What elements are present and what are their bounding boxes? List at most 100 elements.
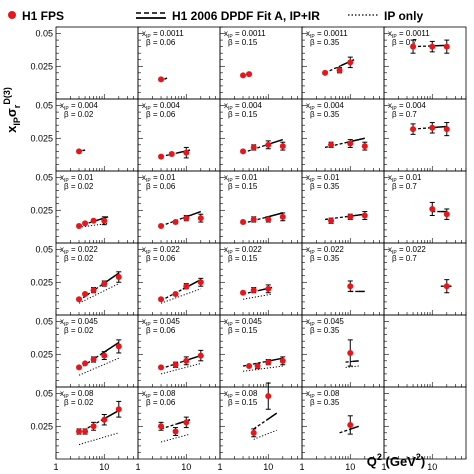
data-point <box>240 289 247 296</box>
ip-only-curve <box>78 432 119 446</box>
fit-curve-dashed <box>160 423 178 430</box>
panel-xip-label: xIP = 0.004 <box>306 101 344 112</box>
panel-xip-label: xIP = 0.01 <box>306 173 340 184</box>
data-point <box>429 205 436 212</box>
data-point <box>347 213 354 220</box>
panel-xip-label: xIP = 0.045 <box>142 317 180 328</box>
data-point <box>265 393 272 400</box>
data-point <box>429 124 436 131</box>
x-tick-label: 1 <box>135 462 140 472</box>
y-tick-label: 0.025 <box>30 421 53 431</box>
data-point <box>115 274 122 281</box>
panel-xip-label: xIP = 0.022 <box>224 245 262 256</box>
data-point <box>265 141 272 148</box>
panel-frame-r5-c4 <box>383 386 467 460</box>
panel-beta-label: β = 0.15 <box>228 254 258 263</box>
y-tick-label: 0.05 <box>35 173 53 183</box>
data-point <box>347 283 354 290</box>
data-point <box>115 406 122 413</box>
x-tick-label: 10 <box>345 462 355 472</box>
panel-beta-label: β = 0.35 <box>310 398 340 407</box>
panel-beta-label: β = 0.35 <box>310 254 340 263</box>
fit-curve-dashed <box>413 127 432 130</box>
data-point <box>183 283 190 290</box>
data-point <box>76 428 83 435</box>
panel-beta-label: β = 0.7 <box>392 110 417 119</box>
panel-xip-label: xIP = 0.01 <box>142 173 176 184</box>
panel-beta-label: β = 0.35 <box>310 182 340 191</box>
panel-beta-label: β = 0.15 <box>228 398 258 407</box>
ip-only-curve <box>160 288 201 304</box>
panel-xip-label: xIP = 0.004 <box>388 101 426 112</box>
panel-xip-label: xIP = 0.0011 <box>388 29 430 40</box>
data-point <box>101 352 108 359</box>
panel-xip-label: xIP = 0.08 <box>142 389 176 400</box>
legend-label-ip-only: IP only <box>384 9 423 23</box>
panel-beta-label: β = 0.7 <box>392 182 417 191</box>
panel-xip-label: xIP = 0.022 <box>60 245 98 256</box>
fit-curve-solid <box>94 216 109 222</box>
data-point <box>82 360 89 367</box>
ip-only-curve <box>78 222 109 228</box>
data-point <box>158 76 165 83</box>
data-point <box>410 43 417 50</box>
data-point <box>183 357 190 364</box>
data-point <box>90 287 97 294</box>
data-point <box>361 143 368 150</box>
data-point <box>101 217 108 224</box>
data-point <box>347 59 354 66</box>
panel-xip-label: xIP = 0.01 <box>60 173 94 184</box>
panel-xip-label: xIP = 0.01 <box>224 173 258 184</box>
fit-curve-dashed <box>345 360 353 363</box>
fit-curve-dashed <box>339 428 351 434</box>
data-point <box>279 143 286 150</box>
fit-curve-solid <box>265 412 278 421</box>
x-tick-label: 10 <box>99 462 109 472</box>
data-point <box>240 148 247 155</box>
panel-r2-c0: xIP = 0.01β = 0.02 <box>60 173 109 229</box>
fit-curve-solid <box>164 77 168 80</box>
panel-xip-label: xIP = 0.004 <box>142 101 180 112</box>
panel-r2-c2: xIP = 0.01β = 0.15 <box>224 173 286 226</box>
panel-beta-label: β = 0.15 <box>228 326 258 335</box>
y-title-sup-d3: D(3) <box>2 87 12 105</box>
panel-beta-label: β = 0.06 <box>146 398 176 407</box>
x-title-unit: (GeV <box>382 454 416 469</box>
panel-xip-label: xIP = 0.0011 <box>224 29 266 40</box>
panel-beta-label: β = 0.35 <box>310 110 340 119</box>
panel-beta-label: β = 0.02 <box>64 254 94 263</box>
fit-curve-dashed <box>324 141 348 149</box>
data-point <box>347 140 354 147</box>
data-point <box>76 222 83 229</box>
data-point <box>265 216 272 223</box>
panel-xip-label: xIP = 0.022 <box>388 245 426 256</box>
fit-curve-solid <box>100 341 120 355</box>
data-point <box>168 150 175 157</box>
x-title-close: ) <box>421 454 425 469</box>
x-tick-label: 1 <box>381 462 386 472</box>
panel-r2-c1: xIP = 0.01β = 0.06 <box>142 173 204 229</box>
data-point <box>429 43 436 50</box>
panel-r5-c0: xIP = 0.08β = 0.02 <box>60 389 122 446</box>
data-point <box>158 364 165 371</box>
panel-beta-label: β = 0.06 <box>146 182 176 191</box>
data-point <box>443 211 450 218</box>
ip-only-curve <box>242 293 273 300</box>
panel-frame-r0-c0 <box>55 26 139 100</box>
data-point <box>82 220 89 227</box>
panel-beta-label: β = 0.06 <box>146 38 176 47</box>
panel-xip-label: xIP = 0.01 <box>388 173 422 184</box>
data-point <box>90 356 97 363</box>
data-point <box>279 213 286 220</box>
data-point <box>322 69 329 76</box>
ip-only-curve <box>253 429 277 440</box>
